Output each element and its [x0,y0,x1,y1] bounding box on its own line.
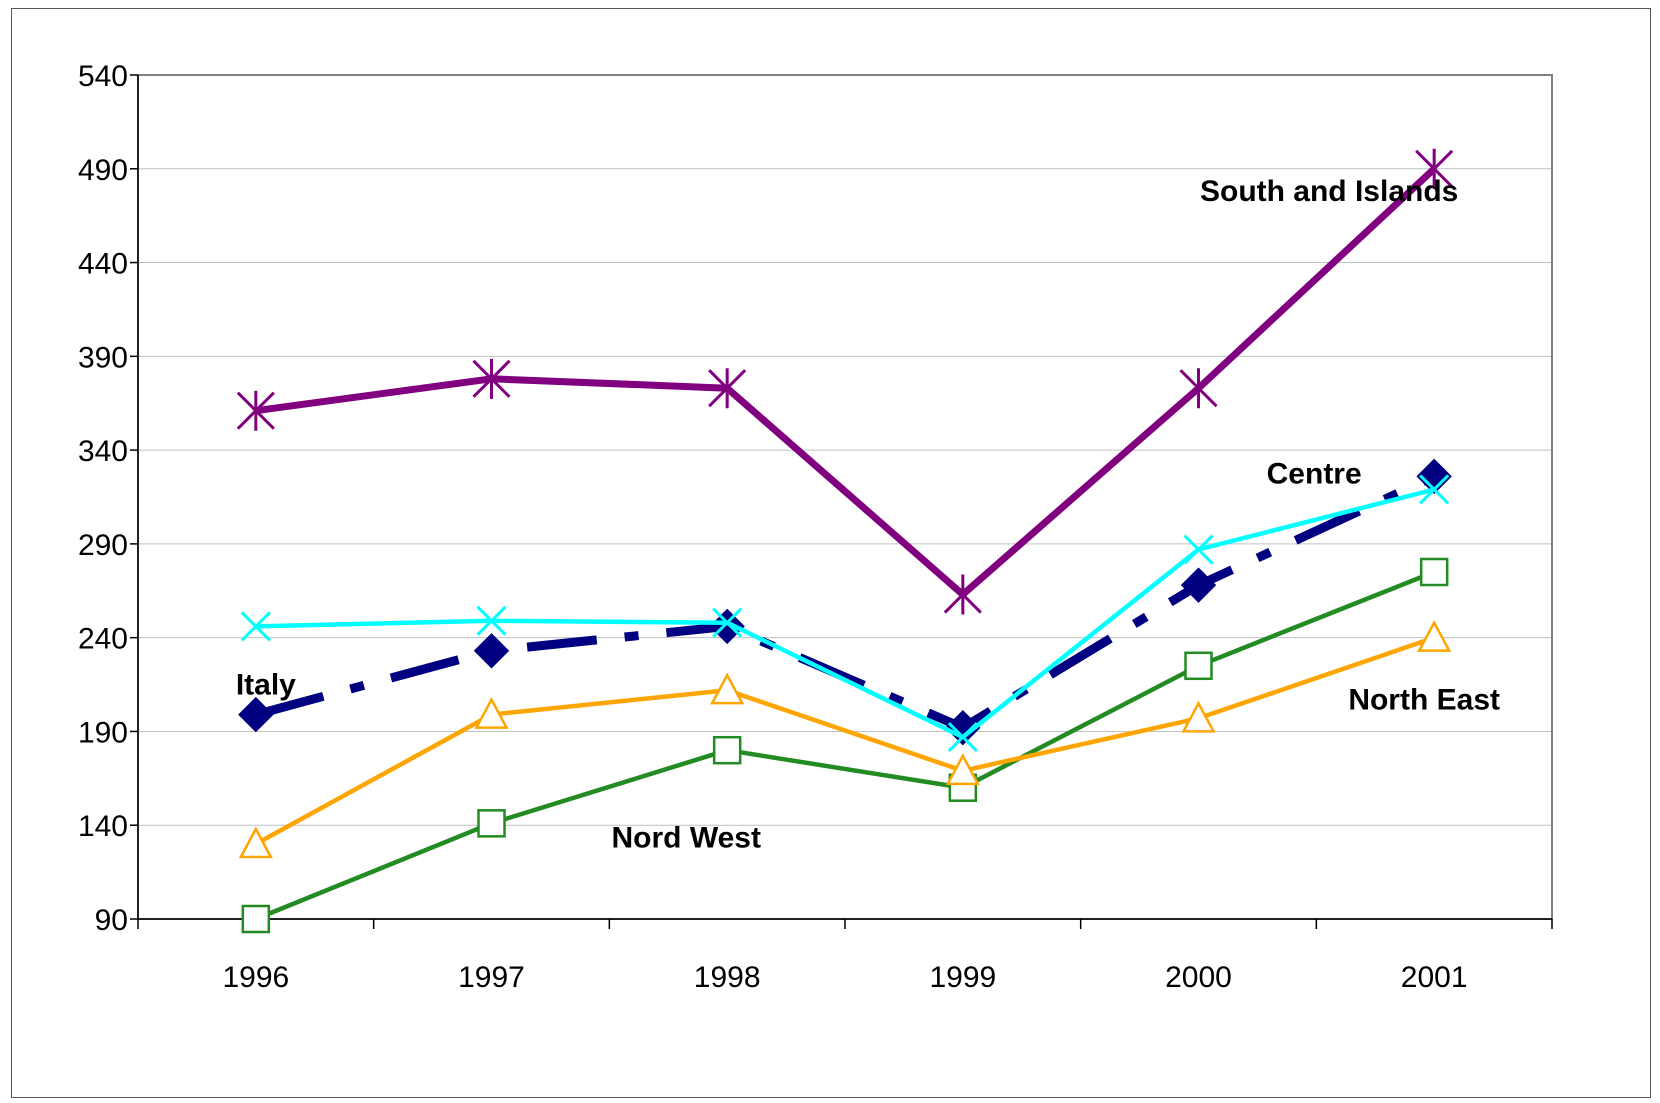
axes: 90 140 190 240 290 340 390 440 490 540 1996 1997 199… [78,60,1553,994]
data-point [945,753,980,786]
data-point [712,607,743,638]
data-point [1179,368,1218,409]
data-point [943,574,982,615]
series-label: South and Islands [1200,175,1458,208]
x-tick-label: 2001 [1401,961,1468,994]
series-label: Nord West [612,821,761,854]
series-centre [240,474,1450,753]
data-point [241,904,271,934]
series-label: Italy [236,669,296,702]
y-tick-label: 390 [78,341,128,374]
series-label: North East [1348,684,1500,717]
series-nord-west [241,557,1449,934]
y-tick-label: 440 [78,248,128,281]
grid-lines [138,168,1552,826]
data-point [1419,474,1450,505]
y-tick-label: 340 [78,435,128,468]
y-tick-label: 240 [78,623,128,656]
data-point [474,696,509,729]
series-south-and-islands [236,148,1454,615]
data-point [476,605,507,636]
data-point [473,633,510,669]
series-north-east [238,620,1452,859]
y-tick-label: 290 [78,529,128,562]
y-tick-label: 490 [78,154,128,187]
data-point [708,368,747,409]
data-point [1417,620,1452,652]
data-point [236,390,275,431]
y-tick-label: 540 [78,60,128,93]
series-line [255,487,1435,740]
data-point [1415,148,1454,189]
y-tick-label: 90 [95,904,128,937]
data-point [947,722,978,753]
y-tick-label: 140 [78,810,128,843]
data-point [712,735,742,765]
y-tick-label: 190 [78,716,128,749]
series-label: Centre [1267,457,1362,490]
data-point [1181,700,1216,733]
data-point [240,611,271,642]
x-tick-label: 1999 [929,961,996,994]
data-point [477,809,506,838]
data-point [1180,567,1217,603]
series-italy [238,458,1452,746]
series-line [254,635,1435,846]
series-labels: South and Islands Centre Italy North East No… [236,175,1500,855]
data-point [472,358,511,399]
series-line [254,472,1437,733]
data-point [1419,557,1449,587]
x-tick-label: 1996 [222,961,289,994]
data-point [238,696,274,733]
chart-frame [11,8,1651,1098]
x-tick-label: 1997 [458,961,525,994]
data-point [945,709,981,746]
data-point [238,826,273,859]
data-point [1416,458,1452,495]
data-point [1183,534,1214,565]
x-tick-label: 1998 [694,961,761,994]
data-point [710,672,745,705]
x-tick-label: 2000 [1165,961,1232,994]
data-point [1184,651,1213,681]
series-layer [236,148,1454,934]
series-line [254,569,1436,922]
series-line [255,166,1437,598]
